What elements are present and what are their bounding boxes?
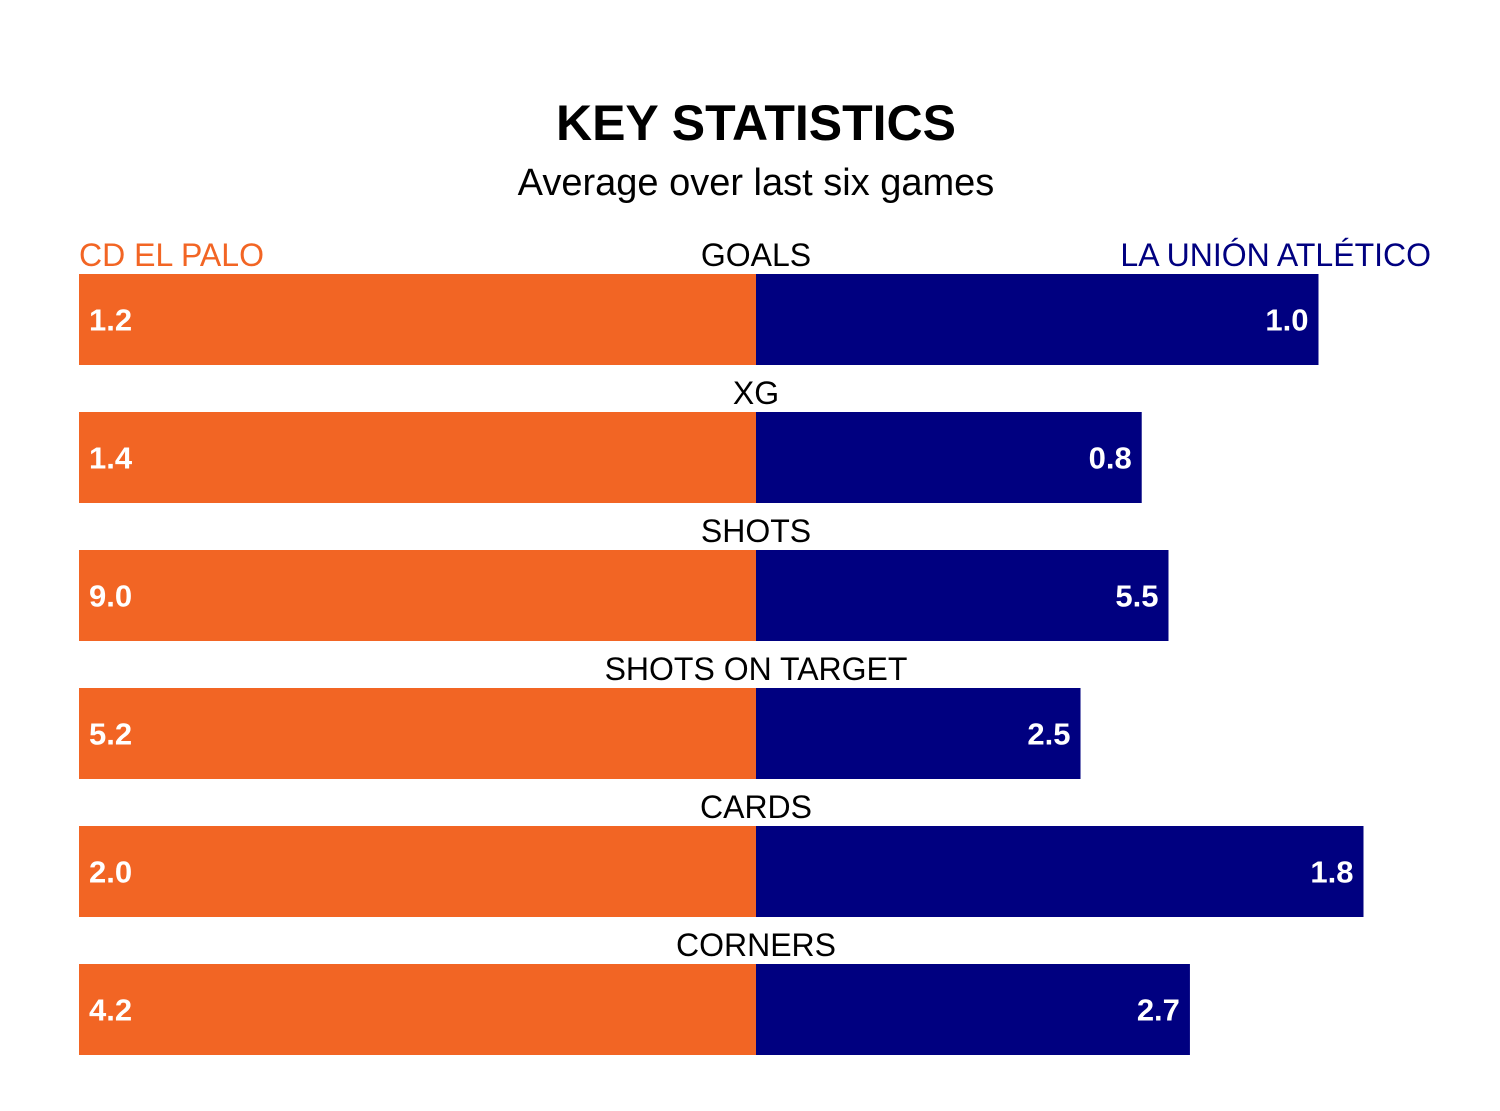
bar-right [756,550,1169,641]
value-label-left: 5.2 [89,717,132,752]
category-label: GOALS [701,237,811,273]
bar-groups: GOALS 1.2 1.0 XG 1.4 0.8 SHOTS 9.0 5.5 SHOTS ON T… [79,237,1364,1055]
bar-left [79,274,756,365]
value-label-left: 9.0 [89,579,132,614]
bar-group-goals: GOALS 1.2 1.0 [79,237,1319,365]
bar-left [79,826,756,917]
category-label: CORNERS [676,927,836,963]
bar-group-cards: CARDS 2.0 1.8 [79,789,1364,917]
value-label-right: 2.5 [1027,717,1070,752]
value-label-right: 1.8 [1310,855,1353,890]
bar-left [79,688,756,779]
chart-subtitle: Average over last six games [518,162,995,204]
bar-group-shots: SHOTS 9.0 5.5 [79,513,1169,641]
bar-right [756,688,1081,779]
category-label: SHOTS [701,513,811,549]
bar-left [79,964,756,1055]
bar-left [79,550,756,641]
value-label-left: 1.2 [89,303,132,338]
bar-group-shots-on-target: SHOTS ON TARGET 5.2 2.5 [79,651,1081,779]
bar-left [79,412,756,503]
team-right-legend: LA UNIÓN ATLÉTICO [1120,237,1431,273]
value-label-left: 4.2 [89,993,132,1028]
bar-group-corners: CORNERS 4.2 2.7 [79,927,1190,1055]
bar-right [756,412,1142,503]
bar-right [756,964,1190,1055]
value-label-right: 5.5 [1115,579,1158,614]
bar-right [756,274,1319,365]
value-label-left: 1.4 [89,441,133,476]
team-left-legend: CD EL PALO [79,237,264,273]
category-label: CARDS [700,789,812,825]
bar-right [756,826,1364,917]
category-label: SHOTS ON TARGET [605,651,908,687]
value-label-right: 1.0 [1265,303,1308,338]
value-label-right: 0.8 [1089,441,1132,476]
bar-group-xg: XG 1.4 0.8 [79,375,1142,503]
chart-title: KEY STATISTICS [556,95,956,151]
value-label-right: 2.7 [1137,993,1180,1028]
value-label-left: 2.0 [89,855,132,890]
category-label: XG [733,375,779,411]
